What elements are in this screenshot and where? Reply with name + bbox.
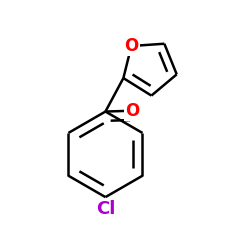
Text: O: O (124, 37, 138, 55)
Text: Cl: Cl (96, 200, 115, 218)
Text: O: O (125, 102, 140, 120)
